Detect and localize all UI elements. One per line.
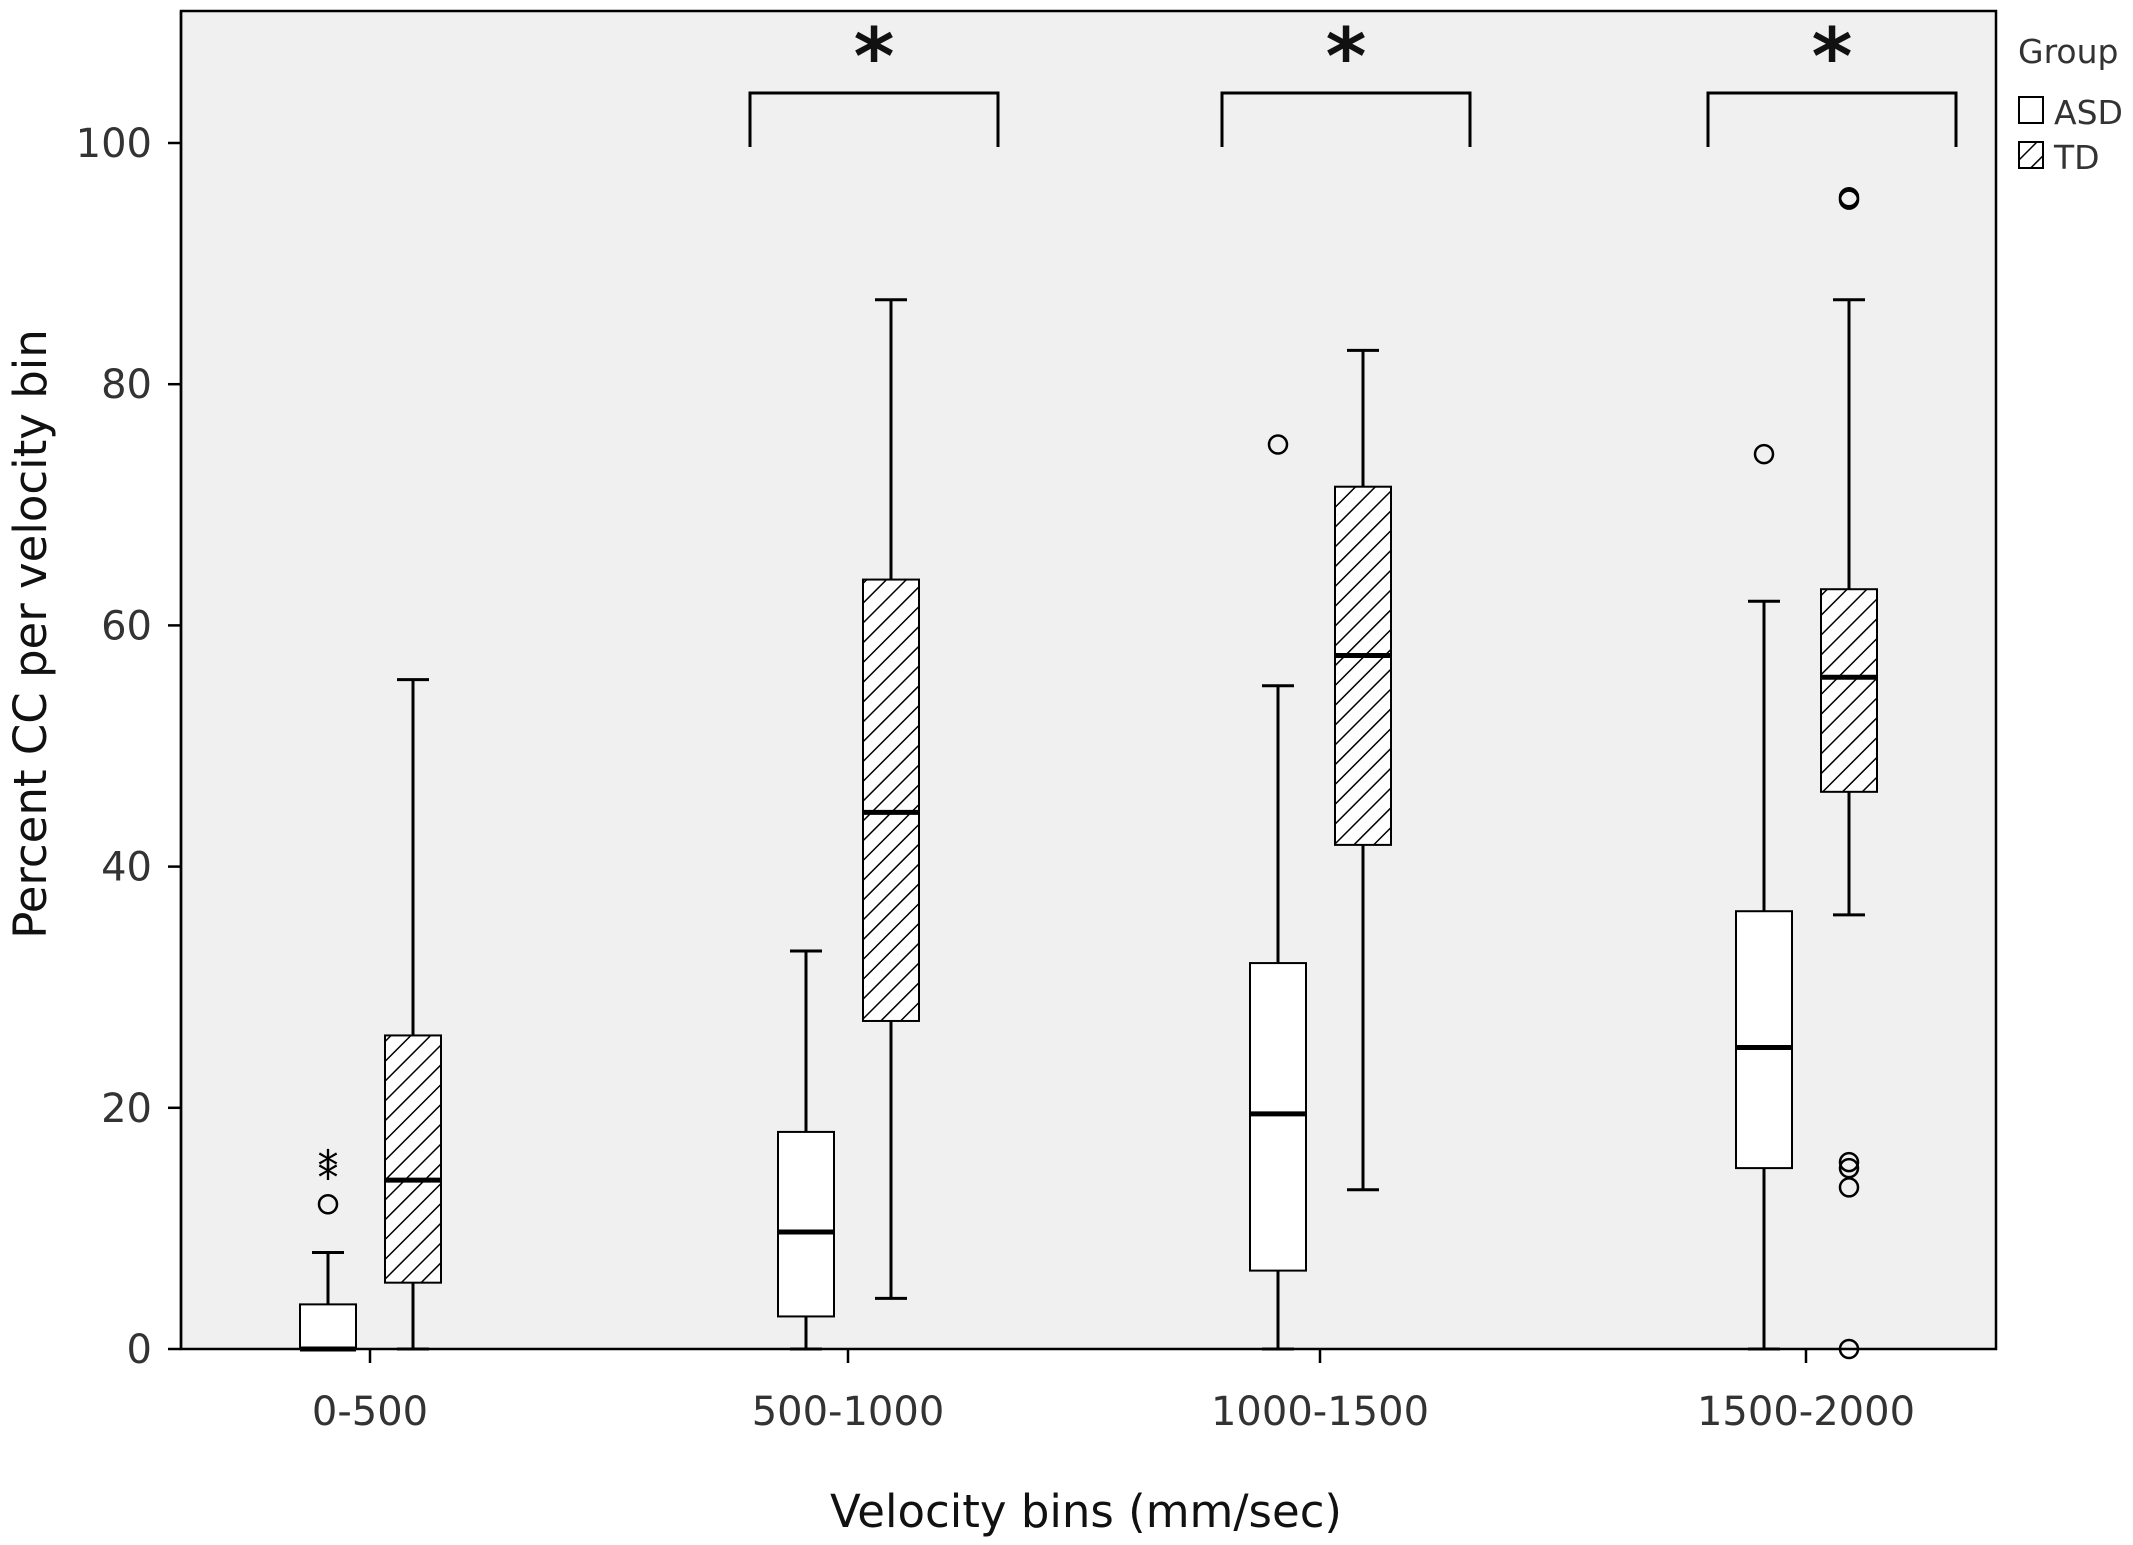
box-asd-0-500: ** bbox=[299, 1141, 357, 1352]
significance-star: * bbox=[854, 13, 895, 103]
iqr-box bbox=[777, 1130, 835, 1318]
plot-area bbox=[179, 9, 1998, 1351]
x-axis: 0-500 500-1000 1000-1500 1500-2000 bbox=[312, 1349, 1915, 1435]
y-tick-label: 20 bbox=[101, 1086, 152, 1132]
legend-swatch-td bbox=[2018, 141, 2044, 169]
box-asd-1500-2000 bbox=[1735, 443, 1793, 1351]
box-td-500-1000 bbox=[862, 298, 920, 1300]
significance-annotations: * * * bbox=[748, 13, 1958, 147]
x-axis-title: Velocity bins (mm/sec) bbox=[830, 1485, 1342, 1538]
iqr-box bbox=[1334, 485, 1392, 846]
significance-bracket bbox=[1706, 91, 1958, 147]
iqr-box bbox=[1820, 588, 1878, 793]
extreme-point: * bbox=[318, 1153, 339, 1202]
outlier-point bbox=[1838, 189, 1860, 210]
outlier-point bbox=[1267, 434, 1289, 455]
y-tick-label: 100 bbox=[76, 121, 152, 167]
iqr-box bbox=[1249, 962, 1307, 1272]
y-tick-label: 40 bbox=[101, 845, 152, 891]
box-td-1500-2000 bbox=[1820, 187, 1878, 1360]
y-axis: 0 20 40 60 80 100 bbox=[76, 11, 183, 1373]
significance-bracket bbox=[748, 91, 1000, 147]
outlier-point bbox=[1838, 1157, 1860, 1179]
x-tick-label: 1500-2000 bbox=[1697, 1389, 1915, 1435]
extreme-point: * bbox=[318, 1141, 339, 1190]
box-series: ** bbox=[299, 187, 1878, 1360]
x-tick-label: 0-500 bbox=[312, 1389, 428, 1435]
box-asd-1000-1500 bbox=[1249, 434, 1307, 1351]
box-td-0-500 bbox=[384, 678, 442, 1351]
outlier-point bbox=[1753, 443, 1775, 465]
outlier-point bbox=[1838, 1151, 1860, 1173]
x-tick-label: 1000-1500 bbox=[1211, 1389, 1429, 1435]
y-axis-title: Percent CC per velocity bin bbox=[4, 329, 57, 939]
significance-star: * bbox=[1812, 13, 1853, 103]
box-td-1000-1500 bbox=[1334, 348, 1392, 1192]
iqr-box bbox=[862, 578, 920, 1022]
outlier-point bbox=[1838, 1177, 1860, 1198]
significance-bracket bbox=[1220, 91, 1472, 147]
y-tick-label: 0 bbox=[127, 1327, 152, 1373]
outlier-point bbox=[317, 1194, 339, 1215]
iqr-box bbox=[384, 1034, 442, 1284]
significance-star: * bbox=[1326, 13, 1367, 103]
outlier-point bbox=[1838, 1338, 1860, 1360]
iqr-box bbox=[299, 1303, 357, 1351]
y-tick-label: 60 bbox=[101, 603, 152, 649]
legend-label-td: TD bbox=[2053, 138, 2100, 177]
legend-label-asd: ASD bbox=[2054, 93, 2123, 132]
legend-swatch-asd bbox=[2018, 96, 2044, 124]
legend-title: Group bbox=[2018, 32, 2118, 71]
legend: Group ASD TD bbox=[2018, 32, 2123, 177]
iqr-box bbox=[1735, 910, 1793, 1170]
box-asd-500-1000 bbox=[777, 949, 835, 1351]
x-tick-label: 500-1000 bbox=[752, 1389, 945, 1435]
y-tick-label: 80 bbox=[101, 362, 152, 408]
